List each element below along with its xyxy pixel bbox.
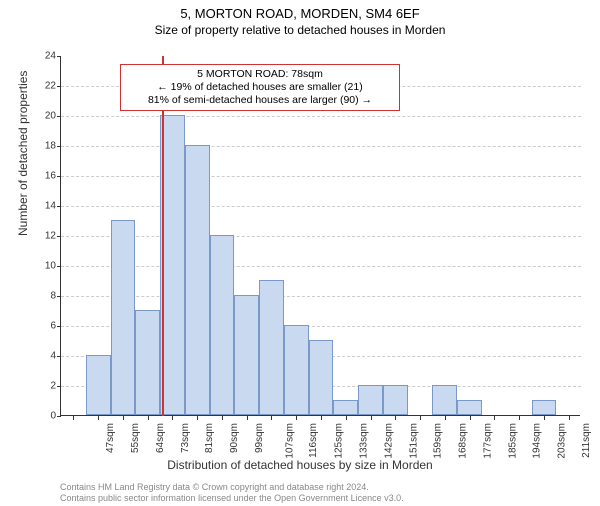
x-tick-mark bbox=[494, 416, 495, 420]
bar bbox=[358, 385, 383, 415]
y-tick-label: 24 bbox=[45, 51, 56, 62]
bar-slot bbox=[556, 55, 581, 415]
chart-title: 5, MORTON ROAD, MORDEN, SM4 6EF bbox=[0, 6, 600, 21]
x-tick-label: 203sqm bbox=[557, 423, 568, 459]
y-tick-label: 0 bbox=[50, 411, 56, 422]
x-tick-mark bbox=[544, 416, 545, 420]
y-tick-label: 22 bbox=[45, 81, 56, 92]
x-tick-label: 168sqm bbox=[458, 423, 469, 459]
y-tick-label: 14 bbox=[45, 201, 56, 212]
bar bbox=[284, 325, 309, 415]
x-tick-mark bbox=[420, 416, 421, 420]
x-tick-label: 99sqm bbox=[254, 423, 265, 453]
bar bbox=[210, 235, 235, 415]
y-tick-label: 18 bbox=[45, 141, 56, 152]
bar bbox=[432, 385, 457, 415]
y-tick-label: 12 bbox=[45, 231, 56, 242]
chart-area: 024681012141618202224 47sqm55sqm64sqm73s… bbox=[60, 56, 580, 416]
x-axis-label: Distribution of detached houses by size … bbox=[0, 458, 600, 472]
y-tick-label: 2 bbox=[50, 381, 56, 392]
x-tick-label: 211sqm bbox=[581, 423, 592, 458]
footer-line2: Contains public sector information licen… bbox=[60, 493, 404, 504]
bar bbox=[259, 280, 284, 415]
attribution-footer: Contains HM Land Registry data © Crown c… bbox=[60, 482, 404, 504]
y-tick-label: 16 bbox=[45, 171, 56, 182]
chart-subtitle: Size of property relative to detached ho… bbox=[0, 23, 600, 37]
x-tick-mark bbox=[321, 416, 322, 420]
bar bbox=[234, 295, 259, 415]
x-tick-mark bbox=[172, 416, 173, 420]
y-tick-label: 4 bbox=[50, 351, 56, 362]
annotation-line3: 81% of semi-detached houses are larger (… bbox=[127, 94, 393, 107]
x-tick-mark bbox=[197, 416, 198, 420]
bar-slot bbox=[86, 55, 111, 415]
x-tick-mark bbox=[271, 416, 272, 420]
bar-slot bbox=[482, 55, 507, 415]
y-tick-mark bbox=[57, 416, 61, 417]
bar bbox=[111, 220, 136, 415]
x-tick-mark bbox=[98, 416, 99, 420]
footer-line1: Contains HM Land Registry data © Crown c… bbox=[60, 482, 404, 493]
bar-slot bbox=[408, 55, 433, 415]
x-tick-mark bbox=[395, 416, 396, 420]
y-tick-label: 6 bbox=[50, 321, 56, 332]
bar-slot bbox=[432, 55, 457, 415]
x-tick-label: 73sqm bbox=[180, 423, 191, 453]
y-tick-label: 8 bbox=[50, 291, 56, 302]
x-tick-label: 107sqm bbox=[284, 423, 295, 459]
x-tick-mark bbox=[123, 416, 124, 420]
x-tick-mark bbox=[569, 416, 570, 420]
x-tick-label: 185sqm bbox=[507, 423, 518, 459]
x-tick-mark bbox=[73, 416, 74, 420]
x-tick-label: 64sqm bbox=[155, 423, 166, 453]
bar bbox=[86, 355, 111, 415]
x-tick-label: 47sqm bbox=[105, 423, 116, 453]
x-tick-mark bbox=[247, 416, 248, 420]
x-tick-mark bbox=[346, 416, 347, 420]
bar-slot bbox=[61, 55, 86, 415]
y-tick-label: 20 bbox=[45, 111, 56, 122]
x-tick-mark bbox=[519, 416, 520, 420]
x-tick-mark bbox=[445, 416, 446, 420]
x-tick-label: 194sqm bbox=[532, 423, 543, 459]
bar-slot bbox=[507, 55, 532, 415]
annotation-line1: 5 MORTON ROAD: 78sqm bbox=[127, 68, 393, 81]
bar bbox=[333, 400, 358, 415]
y-axis-label: Number of detached properties bbox=[16, 71, 30, 236]
x-tick-mark bbox=[296, 416, 297, 420]
bar-slot bbox=[457, 55, 482, 415]
x-tick-mark bbox=[148, 416, 149, 420]
x-tick-label: 177sqm bbox=[482, 423, 493, 459]
annotation-line2: ← 19% of detached houses are smaller (21… bbox=[127, 81, 393, 94]
x-tick-label: 151sqm bbox=[408, 423, 419, 459]
bar bbox=[135, 310, 160, 415]
x-tick-label: 116sqm bbox=[308, 423, 319, 458]
bar bbox=[532, 400, 557, 415]
bar bbox=[309, 340, 334, 415]
x-tick-mark bbox=[371, 416, 372, 420]
x-tick-label: 159sqm bbox=[433, 423, 444, 459]
x-tick-label: 55sqm bbox=[130, 423, 141, 453]
x-tick-label: 133sqm bbox=[359, 423, 370, 459]
bar bbox=[383, 385, 408, 415]
x-tick-label: 142sqm bbox=[383, 423, 394, 459]
bar bbox=[185, 145, 210, 415]
x-tick-label: 81sqm bbox=[204, 423, 215, 453]
y-tick-label: 10 bbox=[45, 261, 56, 272]
x-tick-label: 90sqm bbox=[229, 423, 240, 453]
annotation-box: 5 MORTON ROAD: 78sqm ← 19% of detached h… bbox=[120, 64, 400, 111]
x-tick-mark bbox=[470, 416, 471, 420]
bar-slot bbox=[532, 55, 557, 415]
bar bbox=[457, 400, 482, 415]
x-tick-mark bbox=[222, 416, 223, 420]
x-tick-label: 125sqm bbox=[334, 423, 345, 459]
